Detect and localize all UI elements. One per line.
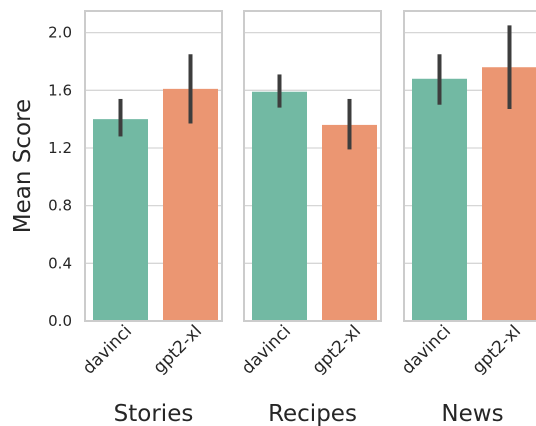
panel-title: News (441, 401, 503, 426)
bar-davinci (93, 119, 148, 322)
y-tick-label: 2.0 (48, 24, 72, 42)
bar-davinci (252, 91, 307, 321)
bar-gpt2-xl (482, 67, 536, 321)
x-tick-label: davinci (79, 321, 136, 378)
y-tick-label: 0.8 (48, 197, 72, 215)
x-tick-label: gpt2-xl (149, 321, 206, 378)
bar-gpt2-xl (322, 124, 377, 321)
x-tick-label: davinci (398, 321, 455, 378)
panel-frame (84, 10, 223, 322)
panel-title: Recipes (268, 401, 357, 426)
bar-gpt2-xl (163, 88, 218, 321)
x-tick-label: davinci (238, 321, 295, 378)
y-axis-title: Mean Score (10, 99, 36, 233)
y-tick-label: 1.6 (48, 81, 72, 99)
panel-frame (403, 10, 536, 322)
x-tick-label: gpt2-xl (308, 321, 365, 378)
bar-davinci (412, 78, 467, 321)
panel-frame (243, 10, 382, 322)
y-tick-label: 0.0 (48, 312, 72, 330)
x-tick-label: gpt2-xl (468, 321, 525, 378)
y-tick-label: 0.4 (48, 254, 72, 272)
y-tick-label: 1.2 (48, 139, 72, 157)
panel-title: Stories (114, 401, 194, 426)
